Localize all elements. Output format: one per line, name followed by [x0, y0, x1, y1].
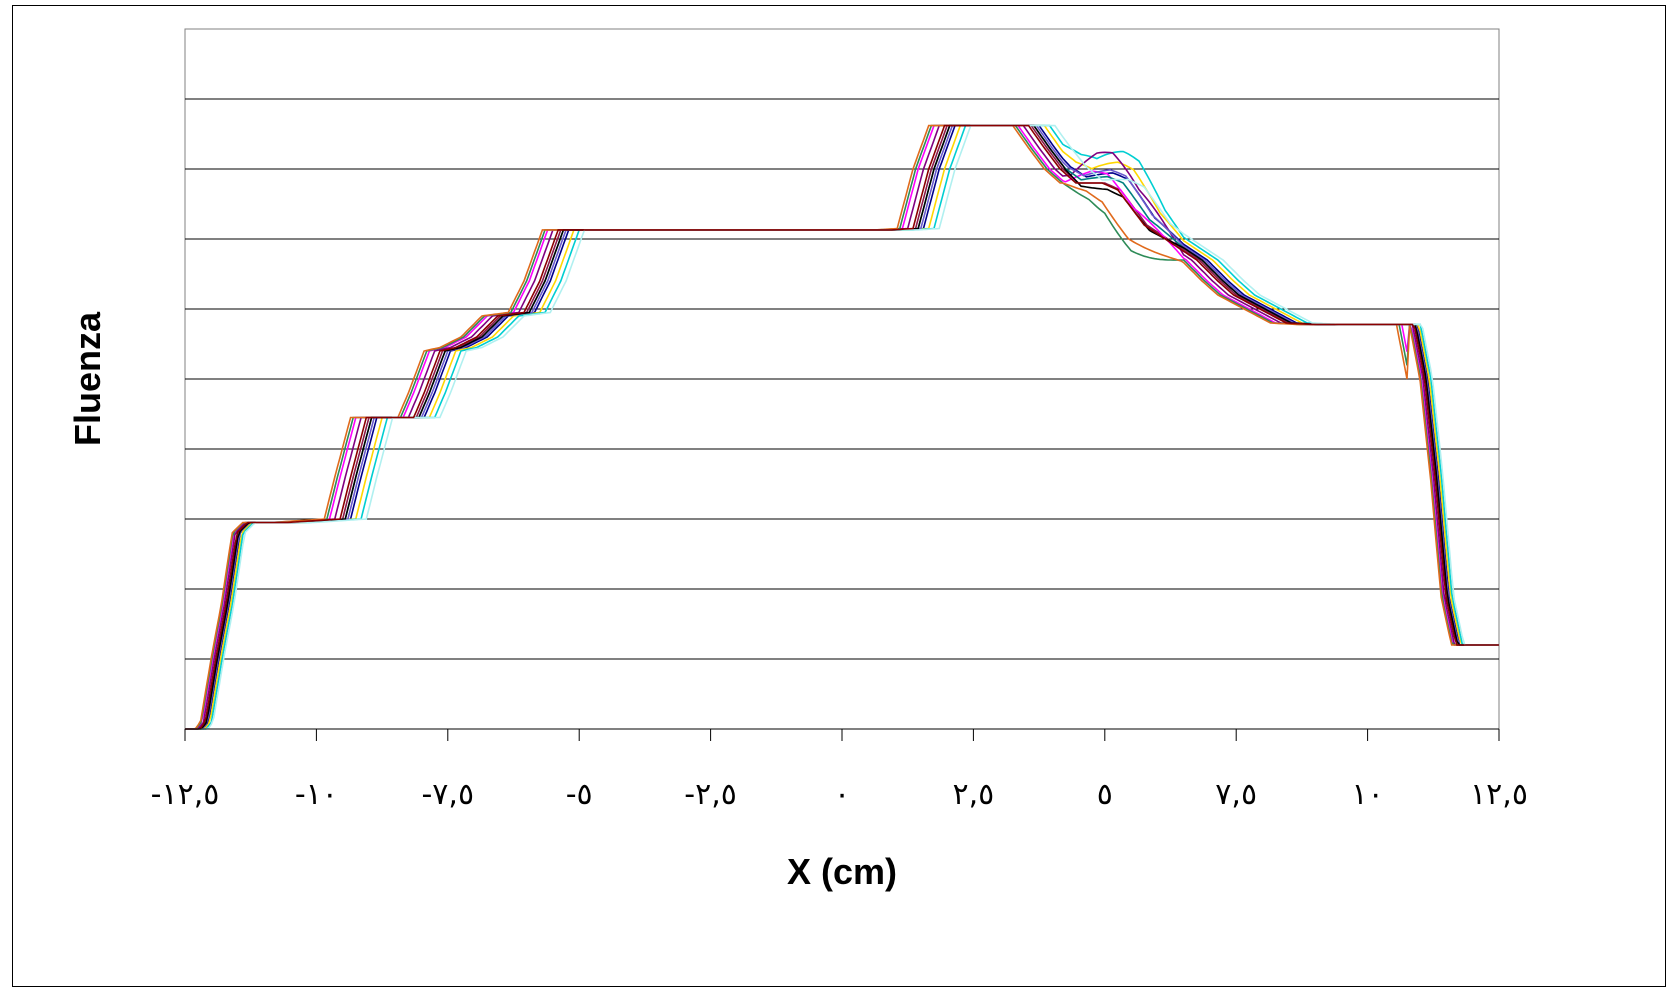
- x-axis-title: X (cm): [787, 851, 897, 892]
- y-axis-title: Fluenza: [67, 311, 108, 446]
- x-tick-label-10: ۱۲,٥: [1470, 777, 1528, 812]
- x-tick-label-4: -۲,٥: [684, 777, 737, 812]
- x-tick-label-8: ۷,٥: [1215, 777, 1257, 812]
- x-tick-label-0: -۱۲,٥: [151, 777, 220, 812]
- x-tick-label-2: -۷,٥: [421, 777, 474, 812]
- x-tick-label-7: ٥: [1097, 777, 1113, 812]
- chart-svg: -۱۲,٥ -۱۰ -۷,٥ -٥ -۲,٥ ۰ ۲,٥ ٥ ۷,٥ ۱۰ ۱۲,٥ X (cm) …: [67, 28, 1528, 892]
- series-group: [185, 124, 1499, 730]
- x-tick-label-1: -۱۰: [295, 777, 338, 812]
- x-axis: -۱۲,٥ -۱۰ -۷,٥ -٥ -۲,٥ ۰ ۲,٥ ٥ ۷,٥ ۱۰ ۱۲,٥: [151, 728, 1528, 812]
- chart-frame: -۱۲,٥ -۱۰ -۷,٥ -٥ -۲,٥ ۰ ۲,٥ ٥ ۷,٥ ۱۰ ۱۲,٥ X (cm) …: [12, 5, 1666, 987]
- x-tick-label-9: ۱۰: [1351, 777, 1383, 812]
- series-line-13: [185, 124, 1499, 730]
- x-tick-label-5: ۰: [834, 777, 850, 812]
- x-tick-label-3: -٥: [566, 777, 593, 812]
- x-tick-label-6: ۲,٥: [953, 777, 995, 812]
